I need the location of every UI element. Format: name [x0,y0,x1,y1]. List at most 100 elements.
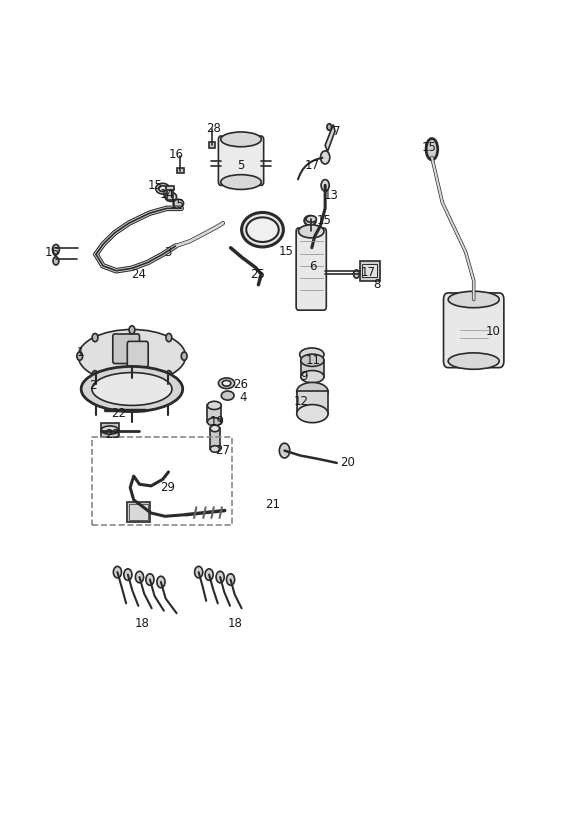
Circle shape [135,571,143,583]
FancyBboxPatch shape [444,293,504,368]
Text: 18: 18 [134,616,149,630]
Circle shape [216,571,224,583]
Text: 26: 26 [233,378,248,391]
Circle shape [77,352,83,360]
Bar [166,186,174,190]
Bar [301,360,324,377]
Ellipse shape [210,425,220,432]
Bar [208,405,222,422]
Ellipse shape [221,175,261,190]
Bar [209,142,216,147]
Circle shape [321,180,329,191]
Ellipse shape [81,367,182,412]
Text: 4: 4 [240,391,247,404]
Ellipse shape [448,353,499,369]
Circle shape [279,443,290,458]
Ellipse shape [92,372,172,405]
Circle shape [129,378,135,386]
Text: 25: 25 [251,268,265,280]
Text: 21: 21 [265,499,280,512]
Circle shape [195,566,203,578]
Circle shape [146,574,154,585]
Circle shape [157,576,165,588]
Bar [177,168,184,173]
FancyBboxPatch shape [113,334,139,363]
Text: 27: 27 [216,444,230,457]
Text: 22: 22 [111,407,126,420]
Text: 15: 15 [147,179,163,192]
Text: 23: 23 [106,428,120,441]
Text: 17: 17 [361,266,375,279]
FancyBboxPatch shape [296,228,326,310]
Text: 28: 28 [206,122,220,135]
Bar [297,391,328,414]
Ellipse shape [173,199,184,208]
Ellipse shape [208,401,222,410]
Text: 1: 1 [77,345,85,358]
Text: 13: 13 [324,189,338,202]
Circle shape [124,569,132,580]
Ellipse shape [210,446,220,452]
Ellipse shape [222,391,234,400]
Circle shape [113,566,121,578]
Text: 16: 16 [169,148,184,162]
Circle shape [181,352,187,360]
Text: 15: 15 [422,141,437,154]
Text: 7: 7 [333,124,340,138]
Text: 15: 15 [170,198,185,211]
Ellipse shape [246,218,279,242]
Text: 14: 14 [159,188,174,201]
Text: 6: 6 [309,260,317,273]
Text: 17: 17 [304,159,319,172]
Text: 10: 10 [486,325,500,338]
Ellipse shape [306,216,317,222]
Ellipse shape [222,381,231,386]
Text: 3: 3 [164,246,171,260]
FancyBboxPatch shape [219,136,264,185]
Ellipse shape [304,216,316,226]
Circle shape [92,371,98,379]
Ellipse shape [219,378,234,389]
Text: 20: 20 [340,456,355,470]
Ellipse shape [159,185,167,191]
Circle shape [129,325,135,334]
Ellipse shape [208,418,222,426]
Ellipse shape [241,213,283,247]
FancyBboxPatch shape [127,341,148,367]
Text: 15: 15 [278,246,293,259]
Ellipse shape [78,330,185,383]
Bar [93,437,231,526]
Bar [167,189,173,200]
Ellipse shape [156,183,170,194]
Ellipse shape [426,138,438,160]
Text: 19: 19 [210,415,224,428]
Bar [362,265,377,278]
Ellipse shape [221,132,261,147]
Text: 29: 29 [160,481,175,494]
Bar [210,428,220,449]
Bar [101,424,118,437]
Text: 9: 9 [300,370,308,383]
Ellipse shape [448,291,499,307]
Circle shape [321,151,330,164]
Circle shape [327,124,332,130]
Bar [129,504,147,521]
Circle shape [53,257,59,265]
Ellipse shape [298,225,324,238]
Text: 12: 12 [294,395,309,408]
Ellipse shape [300,348,324,361]
Text: 15: 15 [317,214,332,227]
Text: 5: 5 [237,159,245,172]
Text: 18: 18 [227,616,242,630]
Circle shape [166,371,172,379]
Circle shape [205,569,213,580]
Ellipse shape [301,354,324,367]
Circle shape [227,574,234,585]
Ellipse shape [101,426,118,434]
Ellipse shape [297,405,328,423]
Text: 11: 11 [305,353,321,367]
Circle shape [353,270,359,279]
Ellipse shape [301,371,324,383]
Circle shape [52,245,59,255]
Circle shape [166,334,172,342]
